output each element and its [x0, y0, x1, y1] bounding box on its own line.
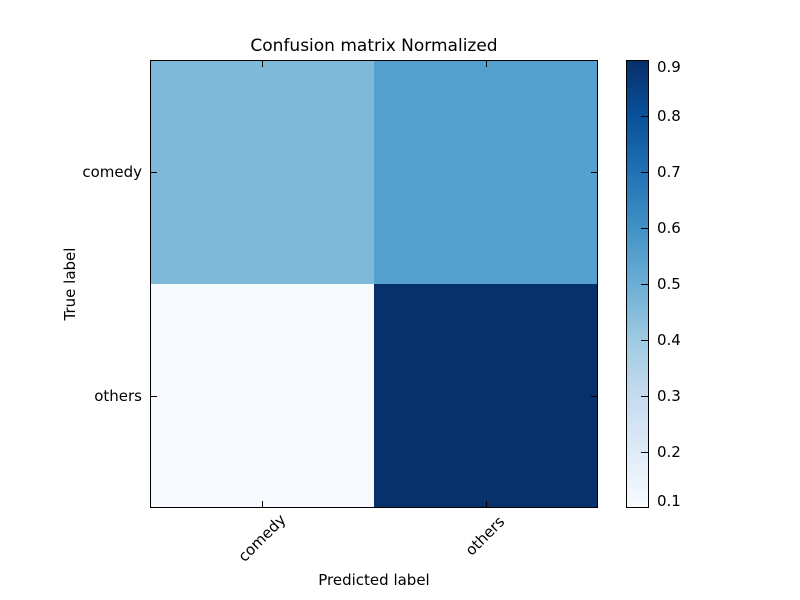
heatmap-cell-true-others-pred-comedy	[151, 284, 374, 507]
xtick-label-others: others	[461, 512, 509, 560]
tick-mark	[262, 61, 263, 67]
colorbar-tick-label: 0.6	[657, 219, 681, 237]
colorbar-tick-label: 0.8	[657, 107, 681, 125]
heatmap-cell-true-comedy-pred-comedy	[151, 61, 374, 284]
tick-mark	[486, 61, 487, 67]
tick-mark	[591, 396, 597, 397]
tick-mark	[641, 228, 648, 229]
tick-mark	[486, 501, 487, 507]
ytick-label-comedy: comedy	[82, 163, 142, 181]
tick-mark	[262, 501, 263, 507]
tick-mark	[151, 396, 157, 397]
ytick-label-others: others	[94, 387, 142, 405]
tick-mark	[641, 284, 648, 285]
colorbar-tick-label: 0.1	[657, 492, 681, 510]
tick-mark	[641, 396, 648, 397]
colorbar-tick-label: 0.3	[657, 387, 681, 405]
tick-mark	[591, 172, 597, 173]
colorbar-tick-label: 0.9	[657, 58, 681, 76]
tick-mark	[641, 452, 648, 453]
colorbar-tick-label: 0.7	[657, 163, 681, 181]
heatmap-cell-true-others-pred-others	[374, 284, 597, 507]
y-axis-label: True label	[61, 247, 79, 321]
heatmap-cell-true-comedy-pred-others	[374, 61, 597, 284]
colorbar-tick-label: 0.4	[657, 331, 681, 349]
tick-mark	[151, 172, 157, 173]
tick-mark	[641, 340, 648, 341]
heatmap-grid	[150, 60, 598, 508]
chart-title: Confusion matrix Normalized	[250, 36, 498, 56]
tick-mark	[641, 172, 648, 173]
x-axis-label: Predicted label	[318, 571, 430, 589]
xtick-label-comedy: comedy	[234, 510, 290, 566]
tick-mark	[641, 116, 648, 117]
colorbar-tick-label: 0.2	[657, 443, 681, 461]
colorbar-tick-label: 0.5	[657, 275, 681, 293]
